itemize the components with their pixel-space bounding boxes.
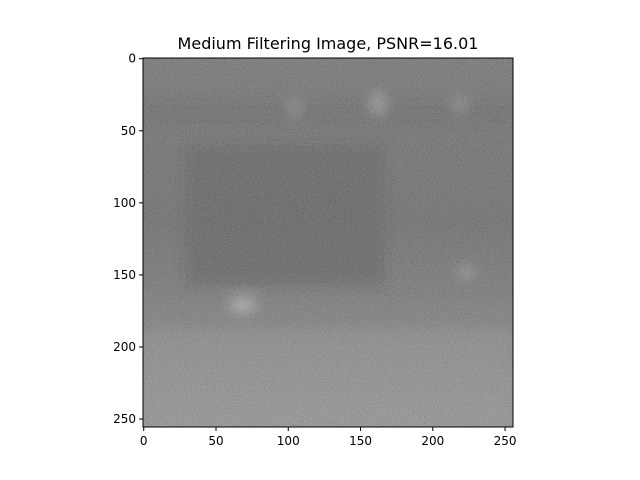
- x-tick-label: 0: [140, 434, 148, 448]
- x-axis: 0 50 100 150 200 250: [140, 427, 517, 448]
- chart-title: Medium Filtering Image, PSNR=16.01: [178, 34, 479, 53]
- x-tick-label: 200: [421, 434, 444, 448]
- y-tick-label: 150: [113, 268, 136, 282]
- axes-frame: [142, 57, 514, 428]
- y-tick-label: 0: [128, 52, 136, 66]
- image-noise: [143, 58, 513, 427]
- x-tick-label: 150: [349, 434, 372, 448]
- image-area: [143, 58, 513, 427]
- x-tick-label: 50: [208, 434, 223, 448]
- y-tick-label: 250: [113, 412, 136, 426]
- x-tick-label: 100: [277, 434, 300, 448]
- y-tick-label: 200: [113, 340, 136, 354]
- y-tick-label: 50: [121, 124, 136, 138]
- y-axis: 0 50 100 150 200 250: [113, 52, 143, 426]
- y-tick-label: 100: [113, 196, 136, 210]
- x-tick-label: 250: [494, 434, 517, 448]
